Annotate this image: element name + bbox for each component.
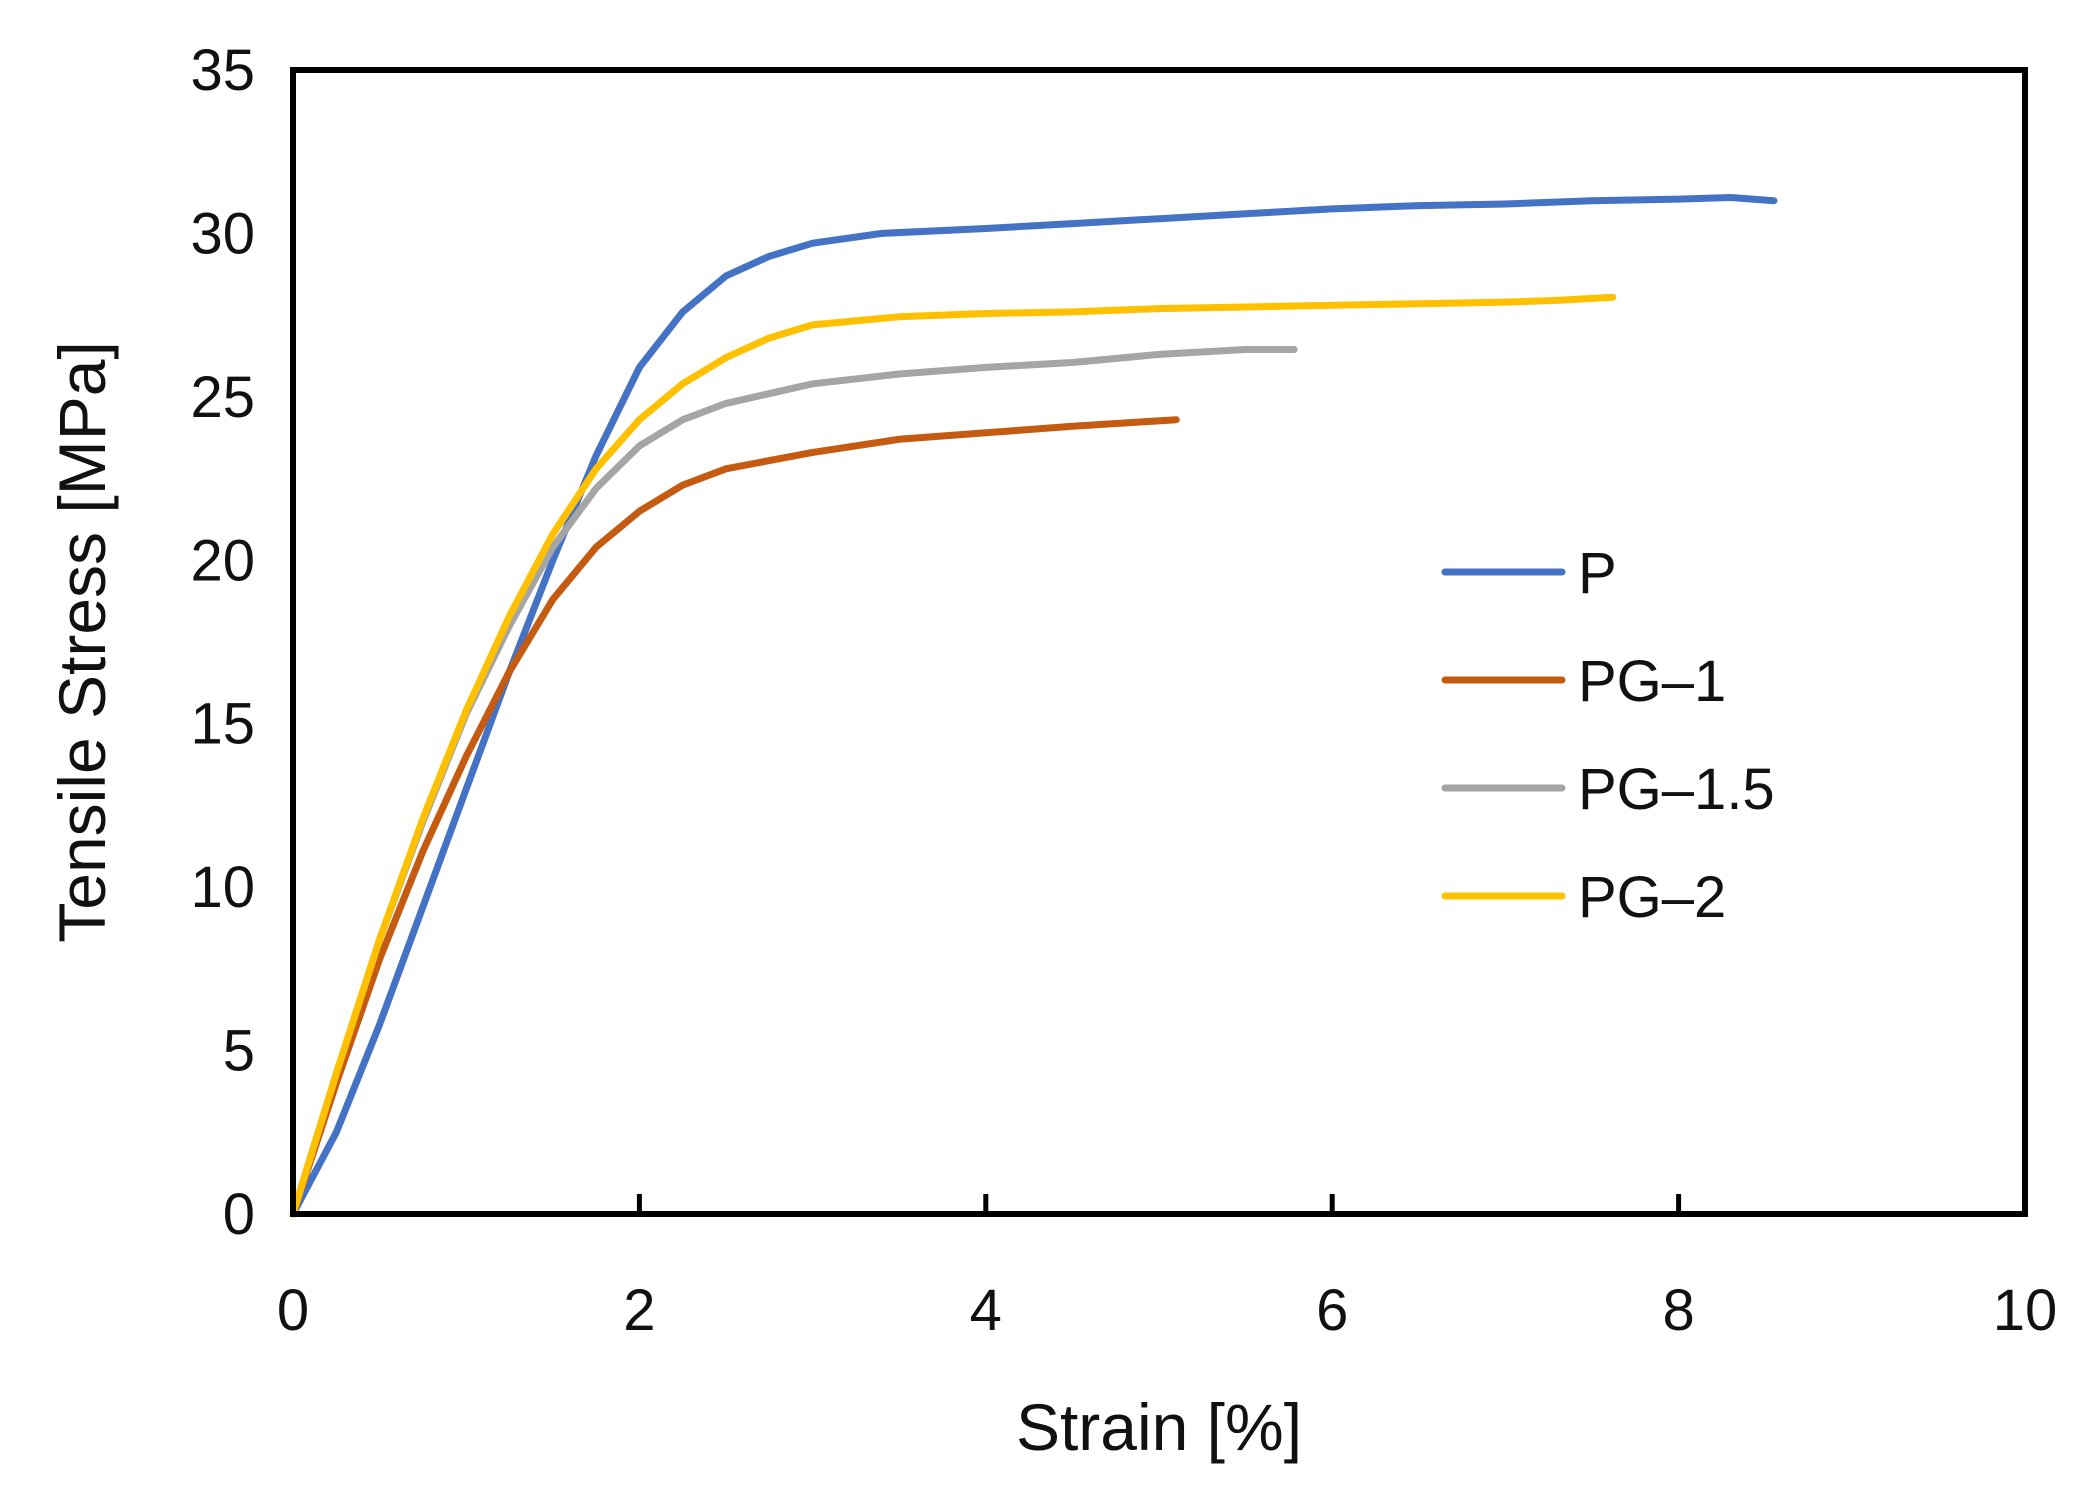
- series-line-3: [289, 293, 1617, 1218]
- y-tick-label-3: 15: [190, 692, 255, 757]
- plot-area-frame: [290, 67, 2028, 1217]
- series-line-0: [289, 194, 1778, 1218]
- legend-label-2: PG–1.5: [1578, 757, 1775, 822]
- y-axis-title: Tensile Stress [MPa]: [45, 341, 119, 943]
- series-layer: [289, 194, 1778, 1218]
- ticks-layer: 0 2 4 6 8 10 0 5 10 15 20 25 30 35: [190, 38, 2057, 1343]
- y-tick-label-5: 25: [190, 365, 255, 430]
- x-axis-title: Strain [%]: [1016, 1390, 1302, 1464]
- legend: P PG–1 PG–1.5 PG–2: [1441, 541, 1775, 930]
- legend-label-1: PG–1: [1578, 649, 1726, 714]
- y-tick-label-1: 5: [223, 1019, 255, 1084]
- y-tick-label-7: 35: [190, 38, 255, 103]
- x-tick-label-4: 8: [1662, 1278, 1694, 1343]
- y-tick-label-4: 20: [190, 528, 255, 593]
- legend-label-0: P: [1578, 541, 1617, 606]
- x-tick-label-2: 4: [970, 1278, 1002, 1343]
- x-tick-label-0: 0: [277, 1278, 309, 1343]
- legend-label-3: PG–2: [1578, 865, 1726, 930]
- x-tick-label-5: 10: [1993, 1278, 2058, 1343]
- y-tick-label-0: 0: [223, 1182, 255, 1247]
- series-line-1: [289, 416, 1180, 1218]
- y-tick-label-6: 30: [190, 201, 255, 266]
- x-tick-label-3: 6: [1316, 1278, 1348, 1343]
- x-tick-label-1: 2: [623, 1278, 655, 1343]
- y-tick-label-2: 10: [190, 855, 255, 920]
